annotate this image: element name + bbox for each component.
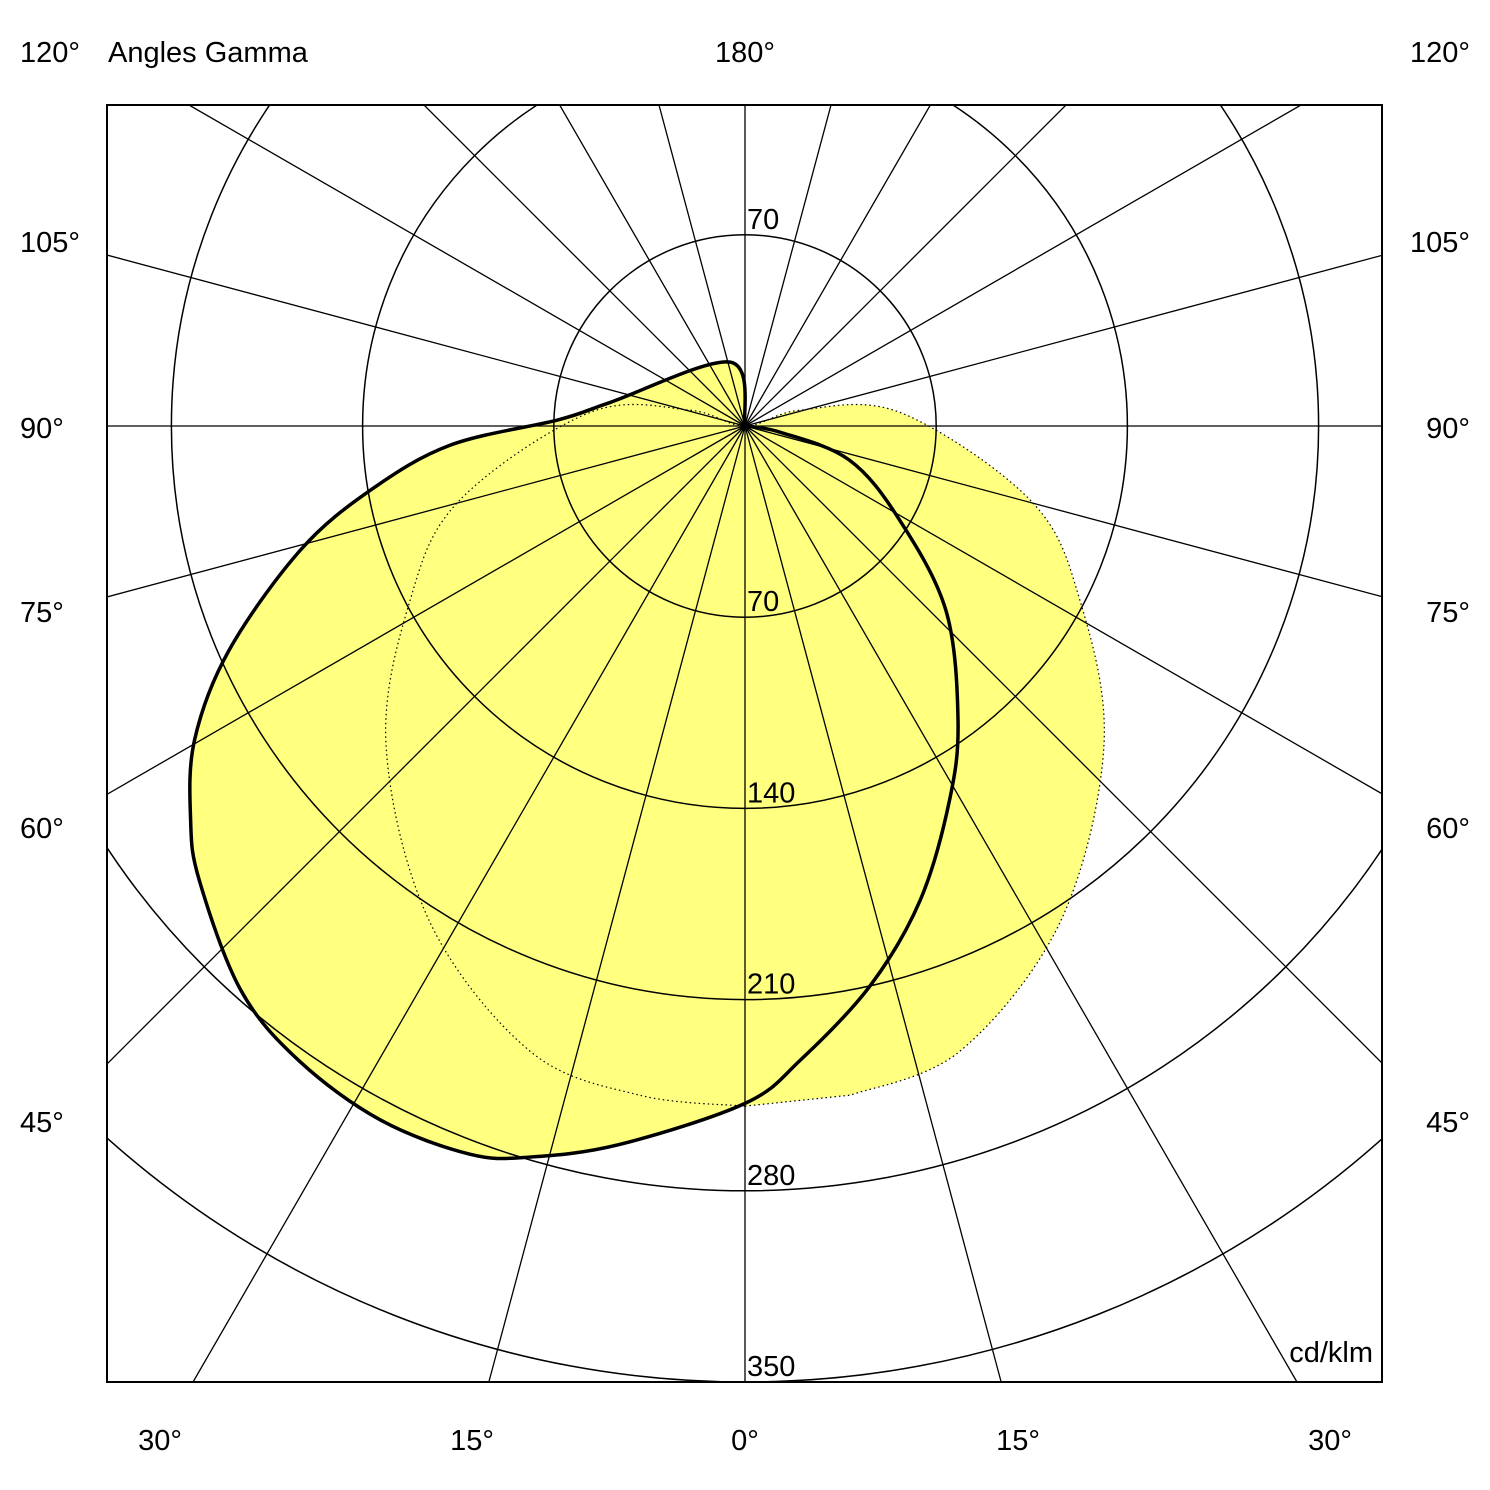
- spoke-240: [188, 105, 746, 427]
- bottom-angle-label: 0°: [731, 1425, 759, 1457]
- left-angle-label: 60°: [20, 813, 64, 845]
- bottom-angle-label: 30°: [1308, 1425, 1352, 1457]
- right-angle-label: 105°: [1410, 227, 1470, 259]
- spoke-165: [744, 105, 832, 427]
- plot-frame: [106, 104, 1383, 1383]
- right-angle-label: 120°: [1410, 37, 1470, 69]
- left-angle-label: 45°: [20, 1107, 64, 1139]
- spoke-300: [107, 425, 746, 795]
- spoke-315: [107, 425, 746, 1065]
- right-angle-label: 60°: [1426, 813, 1470, 845]
- spoke-60: [744, 425, 1382, 795]
- top-angle-label: 180°: [715, 37, 775, 69]
- spoke-285: [107, 425, 746, 598]
- ring-label: 210: [747, 969, 795, 1001]
- ring-label: 70: [747, 586, 779, 618]
- spoke-135: [744, 105, 1067, 427]
- spoke-345: [488, 425, 746, 1382]
- spoke-195: [658, 105, 746, 427]
- left-angle-label: 120°: [20, 37, 80, 69]
- left-angle-label: 75°: [20, 597, 64, 629]
- ring-label: 280: [747, 1160, 795, 1192]
- spoke-225: [423, 105, 746, 427]
- spoke-330: [192, 425, 746, 1382]
- spoke-210: [559, 105, 746, 427]
- left-angle-label: 105°: [20, 227, 80, 259]
- bottom-angle-label: 30°: [138, 1425, 182, 1457]
- right-angle-label: 45°: [1426, 1107, 1470, 1139]
- spoke-45: [744, 425, 1382, 1064]
- ring-label: 350: [747, 1351, 795, 1383]
- ring-label-top: 70: [747, 204, 779, 236]
- bottom-angle-label: 15°: [996, 1425, 1040, 1457]
- spoke-255: [107, 254, 746, 427]
- bottom-angle-label: 15°: [450, 1425, 494, 1457]
- spoke-150: [744, 105, 931, 427]
- unit-label: cd/klm: [1289, 1337, 1373, 1369]
- right-angle-label: 75°: [1426, 597, 1470, 629]
- spoke-75: [744, 425, 1382, 598]
- chart-title: Angles Gamma: [108, 37, 309, 69]
- ring-label: 140: [747, 777, 795, 809]
- spoke-30: [744, 425, 1298, 1382]
- right-angle-label: 90°: [1426, 413, 1470, 445]
- curve-solid: [188, 360, 960, 1161]
- curve-dotted: [385, 403, 1105, 1107]
- spoke-15: [744, 425, 1002, 1382]
- spoke-105: [744, 254, 1382, 427]
- left-angle-label: 90°: [20, 413, 64, 445]
- spoke-120: [744, 105, 1302, 427]
